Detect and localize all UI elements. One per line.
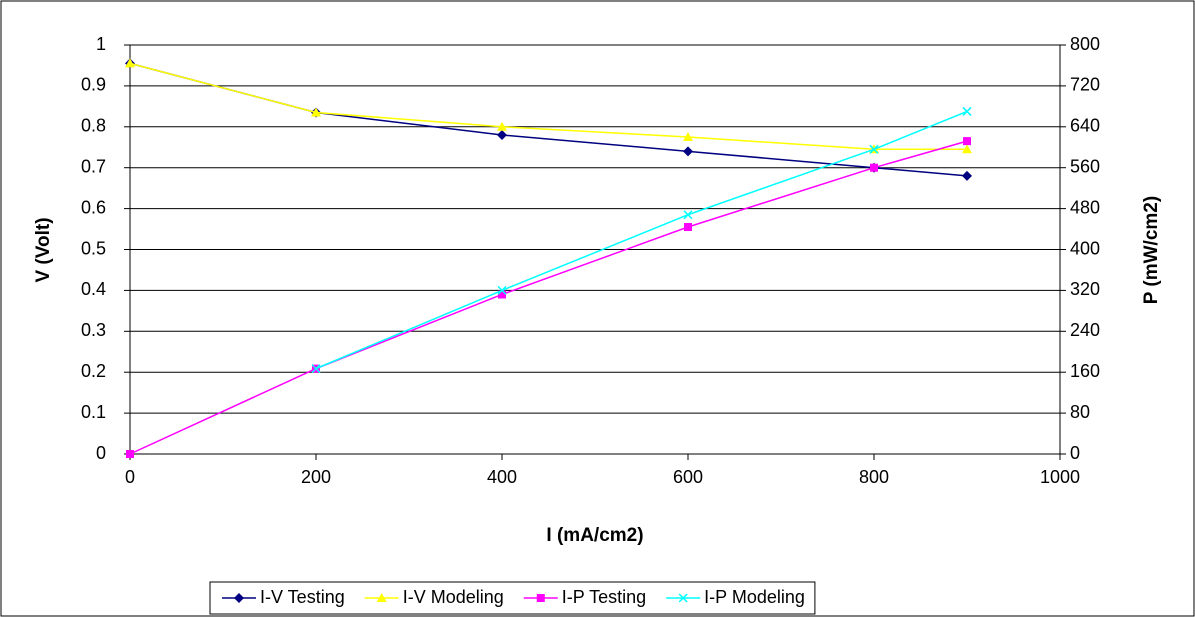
y2-tick-label: 560 [1070, 156, 1100, 176]
y-tick-label: 0.1 [81, 402, 106, 422]
y-tick-label: 0.3 [81, 320, 106, 340]
y-tick-label: 0.7 [81, 156, 106, 176]
marker [125, 58, 135, 68]
x-tick-label: 400 [487, 467, 517, 487]
y-tick-label: 0.6 [81, 197, 106, 217]
x-tick-label: 1000 [1040, 467, 1080, 487]
y2-axis-title: P (mW/cm2) [1141, 196, 1162, 304]
y-tick-label: 0 [96, 443, 106, 463]
marker [234, 593, 244, 603]
marker [497, 121, 507, 131]
marker [498, 290, 506, 299]
y-axis-title: V (Volt) [33, 217, 54, 282]
x-tick-label: 0 [125, 467, 135, 487]
y2-tick-label: 0 [1070, 443, 1080, 463]
marker [126, 450, 134, 458]
x-tick-label: 600 [673, 467, 703, 487]
y-tick-label: 0.5 [81, 238, 106, 258]
y2-tick-label: 720 [1070, 75, 1100, 95]
y2-tick-label: 160 [1070, 361, 1100, 381]
marker [869, 144, 879, 154]
marker [870, 163, 878, 172]
marker [962, 106, 972, 116]
y2-tick-label: 320 [1070, 279, 1100, 299]
marker [684, 223, 692, 232]
y-tick-label: 1 [96, 34, 106, 54]
marker [683, 210, 693, 220]
y-tick-label: 0.2 [81, 361, 106, 381]
y-tick-label: 0.9 [81, 75, 106, 95]
marker [311, 364, 321, 374]
x-tick-label: 800 [859, 467, 889, 487]
legend-box [209, 581, 816, 615]
series-line [129, 140, 968, 455]
series-line [129, 62, 967, 151]
y2-tick-label: 640 [1070, 116, 1100, 136]
marker [963, 137, 971, 146]
legend-label: I-P Modeling [704, 587, 805, 607]
legend: I-V Testing I-V Modeling I-P Testing I-P Mo… [209, 581, 816, 615]
y2-tick-label: 240 [1070, 320, 1100, 340]
y-tick-label: 0.4 [81, 279, 106, 299]
y2-tick-label: 480 [1070, 197, 1100, 217]
marker [962, 170, 972, 181]
marker [683, 132, 693, 142]
legend-label: I-P Testing [562, 587, 646, 607]
legend-label: I-V Testing [260, 587, 345, 607]
marker [683, 146, 693, 157]
y2-tick-label: 80 [1070, 402, 1090, 422]
y-tick-label: 0.8 [81, 116, 106, 136]
marker [536, 594, 545, 602]
marker [311, 107, 321, 117]
x-axis-title: I (mA/cm2) [546, 525, 643, 546]
x-tick-label: 200 [301, 467, 331, 487]
marker [376, 593, 387, 602]
y2-tick-label: 400 [1070, 238, 1100, 258]
marker [678, 593, 688, 603]
marker [497, 129, 507, 140]
marker [497, 285, 507, 295]
legend-label: I-V Modeling [403, 587, 504, 607]
marker [962, 144, 972, 154]
y2-tick-label: 800 [1070, 34, 1100, 54]
